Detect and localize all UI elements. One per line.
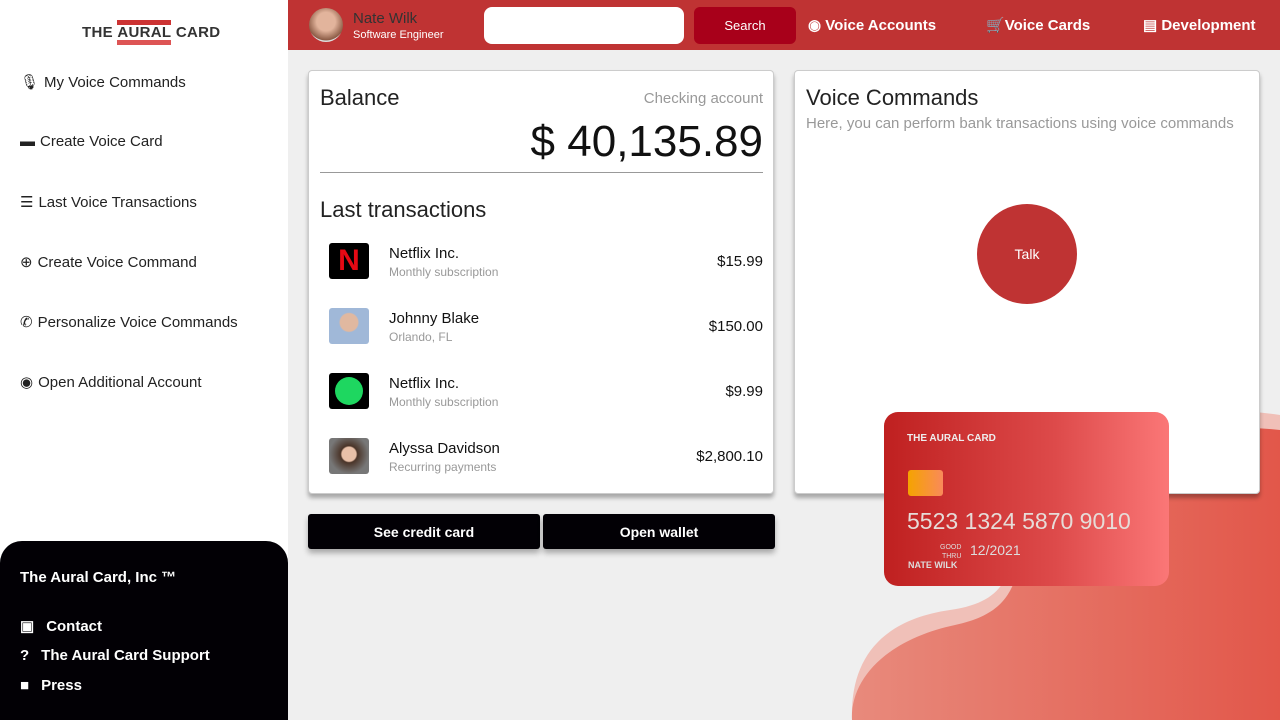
transaction-sub: Recurring payments — [389, 460, 497, 474]
transaction-sub: Monthly subscription — [389, 265, 499, 279]
footer-link-contact[interactable]: ▣ Contact — [20, 617, 103, 636]
transaction-row[interactable]: Netflix Inc. Monthly subscription $9.99 — [329, 373, 763, 413]
transaction-amount: $15.99 — [717, 253, 763, 270]
nav-label: Development — [1161, 17, 1256, 34]
talk-button[interactable]: Talk — [977, 204, 1077, 304]
transaction-name: Johnny Blake — [389, 310, 480, 327]
balance-amount: 40,135.89 — [567, 117, 763, 166]
sidebar-item-open-additional-account[interactable]: ◉ Open Additional Account — [20, 373, 202, 392]
good-label: GOOD — [940, 544, 962, 551]
footer-link-label: Press — [41, 677, 82, 694]
spotify-logo — [329, 373, 369, 409]
transaction-sub: Monthly subscription — [389, 395, 499, 409]
transaction-amount: $2,800.10 — [696, 448, 763, 465]
top-bar: Nate Wilk Software Engineer Search ◉ Voi… — [288, 0, 1280, 50]
sidebar-item-label: Last Voice Transactions — [38, 193, 197, 211]
sidebar-item-label: My Voice Commands — [44, 73, 186, 91]
netflix-logo: N — [329, 243, 369, 279]
avatar[interactable] — [309, 8, 343, 42]
transaction-name: Netflix Inc. — [389, 375, 460, 392]
phone-volume-icon: ✆ — [20, 314, 33, 331]
sidebar-item-my-voice-commands[interactable]: 🎙 My Voice Commands — [20, 73, 186, 92]
transaction-sub: Orlando, FL — [389, 330, 453, 344]
code-file-icon: ▤ — [1143, 17, 1162, 34]
card-holder: NATE WILK — [908, 560, 958, 570]
sidebar-item-label: Personalize Voice Commands — [37, 313, 238, 331]
user-name: Nate Wilk — [353, 10, 418, 27]
plus-circle-icon: ⊕ — [20, 254, 33, 271]
nav-voice-accounts[interactable]: ◉ Voice Accounts — [808, 16, 936, 34]
credit-card[interactable]: THE AURAL CARD 5523 1324 5870 9010 GOOD T… — [884, 412, 1169, 586]
avatar — [329, 308, 369, 344]
logo-text: THE — [82, 24, 118, 41]
transaction-name: Alyssa Davidson — [389, 440, 500, 457]
account-type: Checking account — [643, 90, 763, 107]
company-name: The Aural Card, Inc ™ — [20, 569, 177, 586]
footer-link-label: Contact — [46, 617, 103, 635]
divider — [320, 172, 763, 173]
sidebar-item-label: Create Voice Card — [40, 133, 163, 150]
footer-link-label: The Aural Card Support — [41, 647, 210, 664]
footer-link-support[interactable]: ? The Aural Card Support — [20, 647, 210, 664]
transaction-row[interactable]: Alyssa Davidson Recurring payments $2,800.… — [329, 438, 763, 478]
voice-subtitle: Here, you can perform bank transactions … — [806, 115, 1234, 132]
avatar — [329, 438, 369, 474]
logo[interactable]: THE AURAL CARD — [82, 20, 221, 45]
voice-title: Voice Commands — [806, 85, 979, 110]
microphone-icon: 🎙 — [20, 74, 40, 91]
user-circle-icon: ◉ — [808, 17, 826, 34]
search-button[interactable]: Search — [694, 7, 796, 44]
transaction-name: Netflix Inc. — [389, 245, 460, 262]
thru-label: THRU — [941, 553, 962, 560]
chip-icon — [908, 470, 943, 496]
nav-voice-cards[interactable]: 🛒Voice Cards — [986, 16, 1090, 34]
balance-panel: Balance Checking account $ 40,135.89 Las… — [308, 70, 774, 494]
transaction-row[interactable]: Johnny Blake Orlando, FL $150.00 — [329, 308, 763, 348]
balance-title: Balance — [320, 85, 400, 110]
question-circle-icon: ? — [20, 647, 30, 664]
see-credit-card-button[interactable]: See credit card — [308, 514, 540, 549]
cart-icon: 🛒 — [986, 17, 1005, 34]
sidebar-item-label: Create Voice Command — [37, 253, 197, 271]
transactions-title: Last transactions — [320, 197, 487, 222]
credit-card-icon: ▬ — [20, 133, 35, 150]
transaction-row[interactable]: N Netflix Inc. Monthly subscription $15.99 — [329, 243, 763, 283]
transaction-amount: $9.99 — [725, 383, 763, 400]
video-icon: ■ — [20, 677, 30, 694]
sidebar-item-last-voice-transactions[interactable]: ☰ Last Voice Transactions — [20, 193, 197, 212]
nav-development[interactable]: ▤ Development — [1143, 16, 1256, 34]
logo-text: CARD — [171, 24, 221, 41]
logo-mark: AURAL — [117, 20, 172, 45]
user-role: Software Engineer — [353, 29, 444, 41]
user-circle-icon: ◉ — [20, 374, 34, 391]
sidebar-item-create-voice-command[interactable]: ⊕ Create Voice Command — [20, 253, 197, 272]
transaction-amount: $150.00 — [708, 318, 763, 335]
list-icon: ☰ — [20, 194, 34, 211]
card-expiry: 12/2021 — [970, 542, 1021, 558]
sidebar-item-create-voice-card[interactable]: ▬ Create Voice Card — [20, 133, 163, 150]
nav-label: Voice Accounts — [825, 17, 937, 34]
sidebar-item-label: Open Additional Account — [38, 373, 202, 391]
search-input[interactable] — [484, 7, 684, 44]
card-number: 5523 1324 5870 9010 — [907, 508, 1131, 534]
sidebar: THE AURAL CARD 🎙 My Voice Commands ▬ Creat… — [0, 0, 288, 720]
sidebar-item-personalize-voice-commands[interactable]: ✆ Personalize Voice Commands — [20, 313, 238, 332]
open-wallet-button[interactable]: Open wallet — [543, 514, 775, 549]
footer-link-press[interactable]: ■ Press — [20, 677, 82, 694]
currency-symbol: $ — [530, 117, 556, 166]
card-brand: THE AURAL CARD — [907, 433, 996, 444]
address-book-icon: ▣ — [20, 618, 35, 635]
sidebar-footer: The Aural Card, Inc ™ ▣ Contact ? The Aura… — [0, 541, 288, 720]
nav-label: Voice Cards — [1004, 17, 1091, 34]
